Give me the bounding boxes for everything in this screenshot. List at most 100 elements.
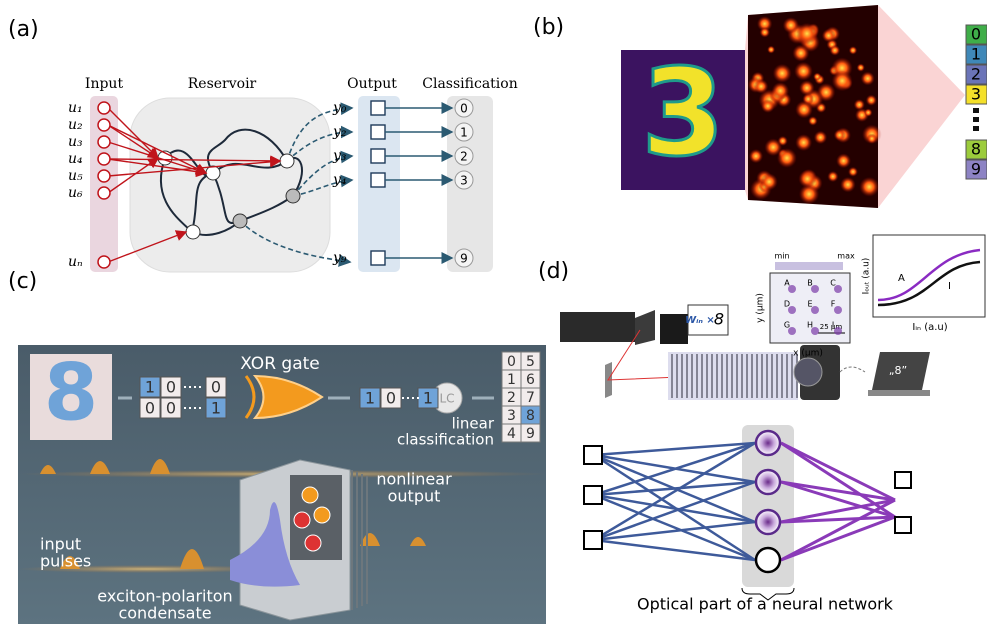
output-label: y₀ — [332, 100, 347, 116]
class-label: 0 — [460, 102, 468, 116]
spot-label: D — [784, 300, 790, 309]
panel-d: (d) „8” Wᵢₙ × 8 y (μm) x (μm) 25 μm Iₒᵤₜ… — [538, 234, 986, 614]
optical-layer — [742, 425, 794, 587]
output-neuron — [894, 516, 912, 534]
bit: 1 — [365, 389, 375, 408]
speckle-spot — [794, 61, 813, 81]
bit-box — [160, 376, 182, 398]
speckle-spot — [782, 17, 800, 34]
input-link — [107, 124, 208, 174]
cable — [839, 366, 866, 373]
link — [780, 441, 896, 519]
colorbar-label: min — [774, 252, 789, 261]
speckle-spot — [836, 153, 852, 169]
optical-neuron — [754, 429, 782, 457]
output-label: y₉ — [332, 250, 347, 266]
speckle-spot — [821, 28, 836, 43]
charge — [313, 506, 331, 524]
condensate-label: condensate — [118, 604, 211, 623]
spot-label: E — [807, 300, 812, 309]
spot-label: A — [784, 279, 790, 288]
output-node — [370, 100, 386, 116]
bit-box — [139, 376, 161, 398]
weight-label: Wᵢₙ × — [685, 315, 715, 326]
input-column — [90, 96, 118, 272]
class-label: 2 — [971, 65, 981, 84]
speckle-spot — [753, 79, 769, 94]
speckle-spot — [756, 16, 773, 32]
link — [593, 480, 756, 497]
speckle-spot — [827, 170, 839, 183]
cavity-layers — [351, 470, 368, 610]
xor-gate — [252, 374, 324, 420]
speckle-spot — [795, 100, 813, 119]
laptop — [868, 390, 930, 396]
table-value: 2 — [507, 390, 516, 406]
mask-digit: 8 — [714, 310, 724, 329]
optical-neuron — [754, 508, 782, 536]
ellipsis — [973, 126, 979, 131]
spot — [834, 327, 842, 335]
output-node — [370, 148, 386, 164]
class-label: 1 — [971, 45, 981, 64]
curve-a — [877, 248, 981, 302]
classifier-caption: classification — [397, 431, 494, 449]
class-label: 3 — [971, 85, 981, 104]
input-image — [621, 50, 745, 190]
screen-text: „8” — [889, 364, 907, 377]
digit: 8 — [44, 348, 98, 438]
curve-label: I — [948, 281, 951, 292]
column-header: Output — [347, 76, 397, 92]
speckle-spot — [865, 94, 877, 106]
classifier-label: LC — [439, 392, 454, 406]
bit-box — [139, 397, 161, 419]
speckle-spot — [813, 72, 822, 81]
spot — [811, 327, 819, 335]
panel-label: (c) — [8, 269, 37, 294]
output-label: y₂ — [332, 124, 347, 140]
weight-box — [687, 304, 729, 336]
table-value: 6 — [526, 372, 535, 388]
reservoir-nodes — [157, 150, 301, 240]
bit-box — [359, 387, 381, 409]
table-cell — [520, 423, 541, 443]
colorbar — [775, 262, 843, 270]
digit-image — [30, 354, 112, 440]
bit-box — [380, 387, 402, 409]
table-value: 9 — [526, 426, 535, 442]
input-neuron — [583, 530, 603, 550]
plot-x-label: Iᵢₙ (a.u) — [912, 322, 947, 333]
link — [593, 441, 756, 497]
input-node — [97, 118, 111, 132]
speckle-spot — [848, 166, 859, 177]
speckle-spots — [747, 16, 882, 205]
link — [780, 498, 896, 562]
output-node — [370, 250, 386, 266]
class-node — [454, 146, 474, 166]
curve-label: A — [898, 273, 905, 284]
spot — [788, 306, 796, 314]
scale-label: 25 μm — [820, 323, 843, 331]
panel-label: (b) — [533, 15, 564, 40]
class-label: 0 — [971, 25, 981, 44]
speckle-spot — [859, 176, 880, 197]
input-link — [107, 155, 282, 167]
spot-label: F — [831, 300, 836, 309]
input-label: u₅ — [68, 168, 83, 184]
speckle-spot — [860, 71, 875, 86]
input-label: u₂ — [68, 117, 83, 133]
reservoir-node — [232, 213, 248, 229]
column-header: Input — [85, 76, 124, 92]
x-axis-label: x (μm) — [793, 349, 823, 359]
table-value: 8 — [526, 408, 535, 424]
column-header: Classification — [422, 76, 517, 92]
output-node — [370, 172, 386, 188]
speckle-spot — [776, 147, 797, 169]
spot-label: H — [807, 321, 813, 330]
class-label: 1 — [460, 126, 468, 140]
speckle-spot — [848, 46, 858, 55]
input-link — [107, 230, 188, 263]
bit: 1 — [423, 389, 433, 408]
